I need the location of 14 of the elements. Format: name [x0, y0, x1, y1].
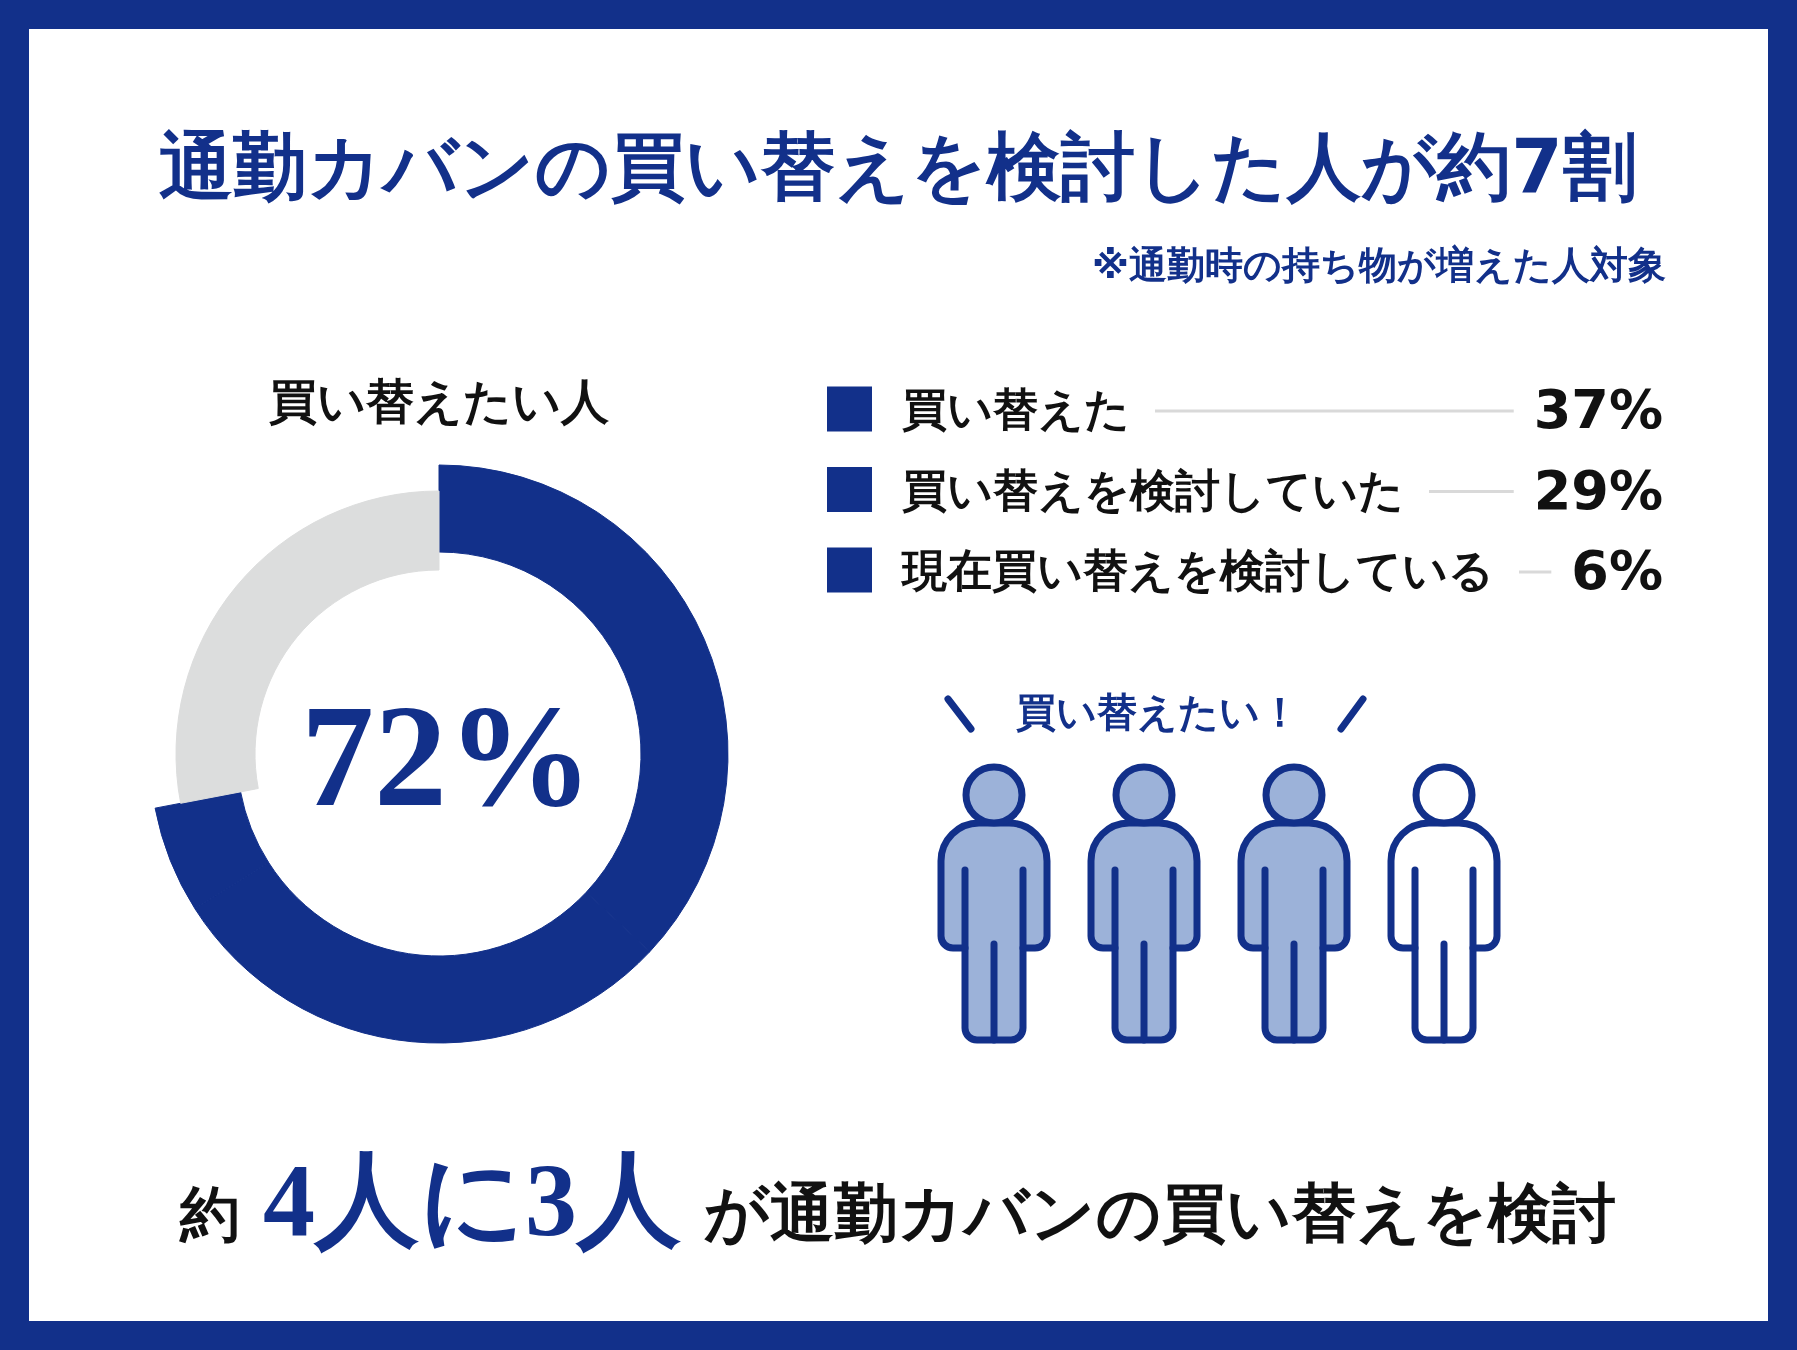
chart-title: 通勤カバンの買い替えを検討した人が約7割	[159, 123, 1637, 209]
text: 買い替えたい！	[1016, 689, 1300, 735]
text: 買い替えたい人	[269, 373, 609, 429]
legend-label: 現在買い替えを検討している	[900, 544, 1494, 597]
text: 約	[179, 1179, 240, 1249]
legend-label: 買い替えを検討していた	[902, 463, 1404, 517]
data-label: 29%	[1533, 458, 1663, 522]
text: が通勤カバンの買い替えを検討	[704, 1176, 1616, 1250]
text: 72%	[301, 675, 593, 837]
text: 4人に3人	[263, 1142, 681, 1257]
legend-label: 買い替えた	[902, 383, 1130, 436]
data-label: 37%	[1533, 378, 1663, 441]
chart-subtitle: ※通勤時の持ち物が増えた人対象	[1092, 243, 1666, 287]
data-label: 6%	[1571, 539, 1663, 602]
